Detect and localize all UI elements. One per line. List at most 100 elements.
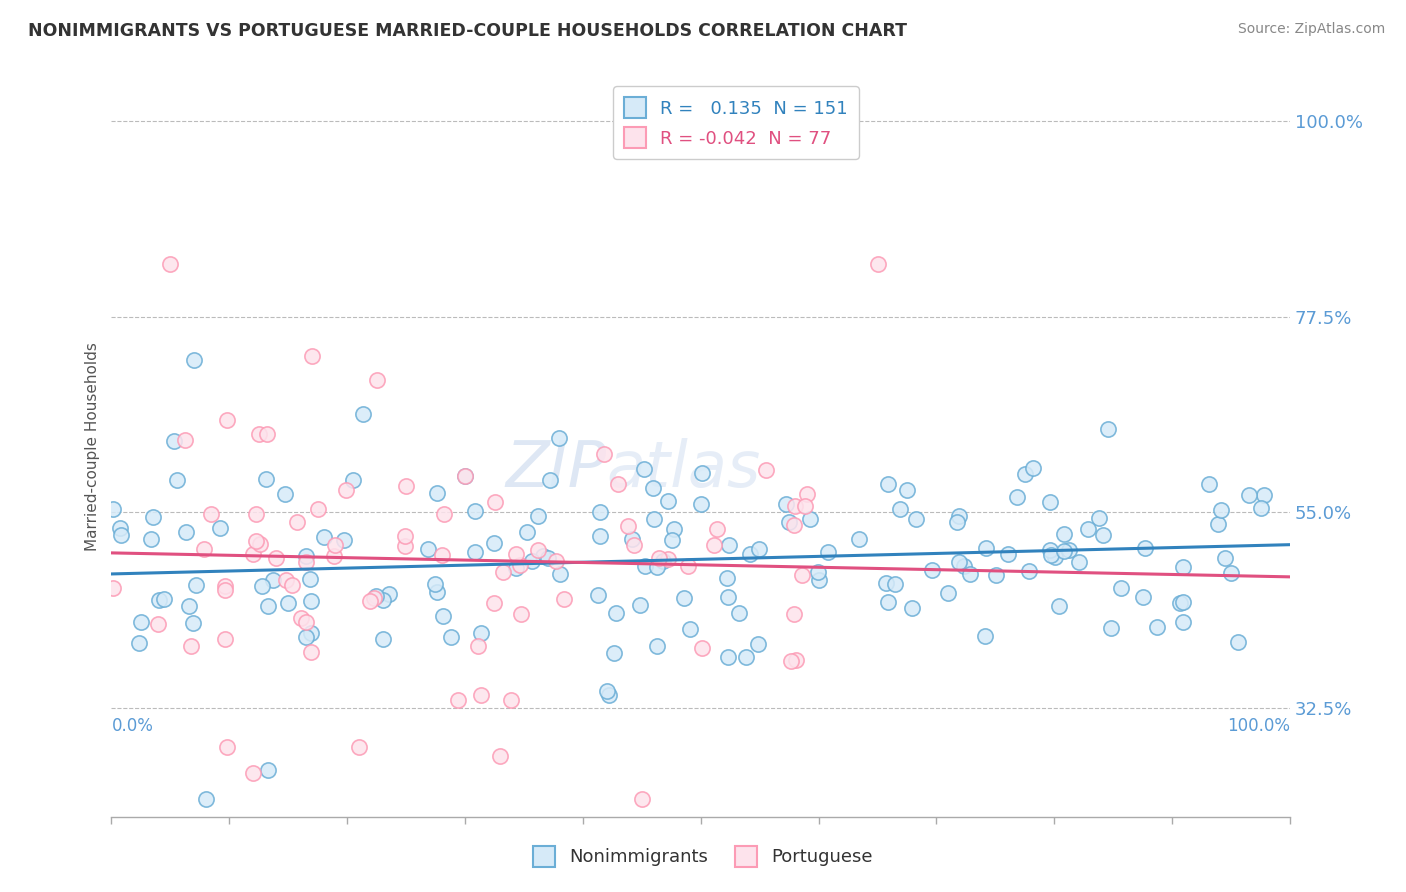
Point — [153, 592, 176, 607]
Point — [794, 499, 817, 513]
Point — [1052, 527, 1074, 541]
Y-axis label: Married-couple Households: Married-couple Households — [86, 343, 100, 551]
Point — [718, 538, 741, 552]
Point — [877, 476, 900, 491]
Point — [605, 606, 627, 620]
Point — [672, 591, 695, 606]
Point — [447, 693, 470, 707]
Point — [432, 608, 454, 623]
Point — [333, 533, 356, 548]
Point — [796, 487, 818, 501]
Point — [589, 529, 612, 543]
Point — [592, 447, 614, 461]
Point — [799, 512, 821, 526]
Point — [1099, 621, 1122, 635]
Point — [974, 541, 997, 556]
Point — [997, 547, 1019, 561]
Point — [366, 373, 388, 387]
Point — [779, 654, 801, 668]
Point — [509, 607, 531, 621]
Point — [623, 538, 645, 552]
Point — [163, 434, 186, 448]
Point — [876, 595, 898, 609]
Point — [101, 501, 124, 516]
Point — [180, 639, 202, 653]
Point — [703, 538, 725, 552]
Point — [617, 519, 640, 533]
Legend: R =   0.135  N = 151, R = -0.042  N = 77: R = 0.135 N = 151, R = -0.042 N = 77 — [613, 87, 859, 159]
Point — [550, 567, 572, 582]
Point — [738, 547, 761, 561]
Point — [301, 349, 323, 363]
Point — [142, 509, 165, 524]
Point — [948, 555, 970, 569]
Point — [256, 763, 278, 777]
Point — [276, 574, 298, 588]
Point — [1047, 599, 1070, 614]
Point — [277, 596, 299, 610]
Point — [1206, 517, 1229, 532]
Point — [531, 549, 554, 563]
Point — [295, 549, 318, 564]
Point — [294, 630, 316, 644]
Point — [901, 601, 924, 615]
Point — [217, 413, 239, 427]
Point — [717, 590, 740, 604]
Point — [209, 521, 232, 535]
Point — [110, 528, 132, 542]
Point — [1171, 595, 1194, 609]
Point — [214, 583, 236, 598]
Point — [193, 541, 215, 556]
Text: NONIMMIGRANTS VS PORTUGUESE MARRIED-COUPLE HOUSEHOLDS CORRELATION CHART: NONIMMIGRANTS VS PORTUGUESE MARRIED-COUP… — [28, 22, 907, 40]
Point — [299, 594, 322, 608]
Point — [1097, 422, 1119, 436]
Point — [553, 591, 575, 606]
Point — [1213, 551, 1236, 566]
Point — [755, 463, 778, 477]
Point — [252, 579, 274, 593]
Point — [875, 576, 897, 591]
Point — [596, 683, 619, 698]
Point — [432, 548, 454, 562]
Point — [440, 630, 463, 644]
Point — [214, 579, 236, 593]
Point — [630, 792, 652, 806]
Point — [643, 512, 665, 526]
Point — [395, 479, 418, 493]
Text: atlas: atlas — [606, 438, 761, 500]
Point — [679, 622, 702, 636]
Point — [174, 434, 197, 448]
Point — [526, 509, 548, 524]
Point — [953, 558, 976, 573]
Point — [884, 577, 907, 591]
Point — [690, 466, 713, 480]
Point — [808, 573, 831, 587]
Point — [1146, 620, 1168, 634]
Point — [1022, 460, 1045, 475]
Point — [527, 543, 550, 558]
Point — [544, 554, 567, 568]
Point — [359, 594, 381, 608]
Point — [101, 581, 124, 595]
Point — [281, 578, 304, 592]
Legend: Nonimmigrants, Portuguese: Nonimmigrants, Portuguese — [526, 838, 880, 874]
Point — [307, 502, 329, 516]
Point — [634, 559, 657, 574]
Point — [1039, 495, 1062, 509]
Point — [628, 598, 651, 612]
Point — [464, 544, 486, 558]
Point — [194, 792, 217, 806]
Point — [1007, 490, 1029, 504]
Point — [657, 552, 679, 566]
Point — [785, 499, 807, 513]
Point — [492, 565, 515, 579]
Point — [648, 551, 671, 566]
Point — [807, 565, 830, 579]
Point — [790, 568, 813, 582]
Point — [620, 533, 643, 547]
Point — [314, 530, 336, 544]
Point — [1250, 501, 1272, 516]
Point — [257, 599, 280, 613]
Point — [256, 426, 278, 441]
Point — [538, 473, 561, 487]
